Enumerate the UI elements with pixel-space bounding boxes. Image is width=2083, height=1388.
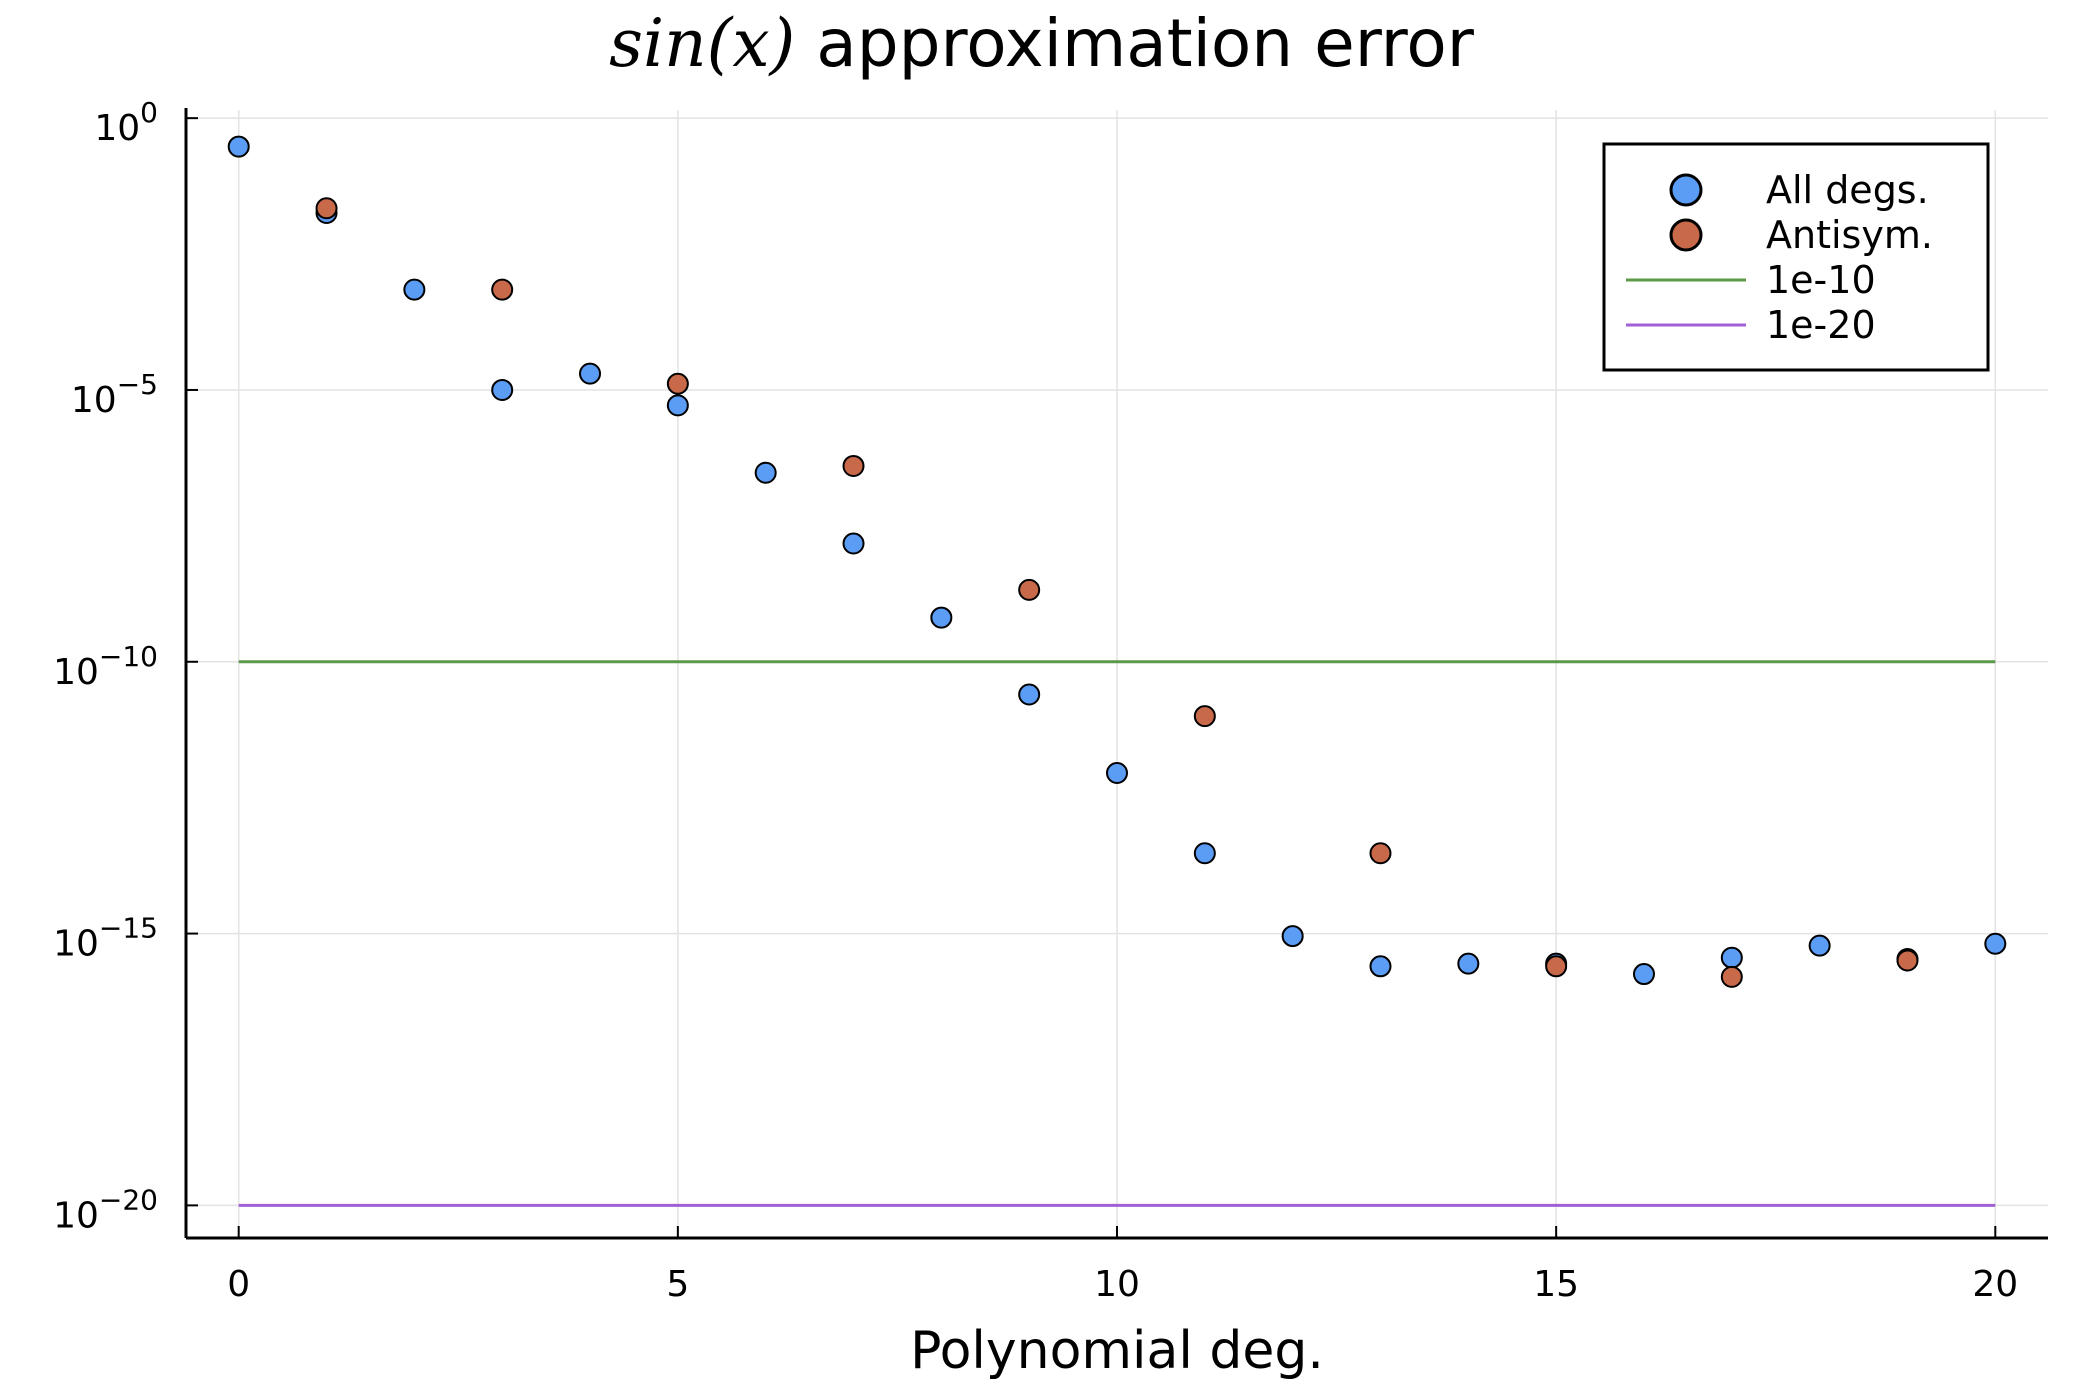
y-tick-label: 100 — [94, 96, 158, 149]
y-tick-label: 10−10 — [53, 640, 158, 693]
point-all-degs — [930, 606, 953, 629]
reference-lines — [238, 660, 1996, 1207]
x-tick-label: 0 — [227, 1264, 250, 1305]
point-all-degs — [1632, 963, 1655, 986]
legend-label-antisym: Antisym. — [1766, 213, 1933, 257]
point-all-degs — [403, 278, 426, 301]
point-all-degs — [754, 461, 777, 484]
point-antisym — [1193, 705, 1216, 728]
y-tick-label: 10−5 — [71, 368, 158, 421]
legend-marker-antisym — [1669, 218, 1703, 252]
point-antisym — [1018, 578, 1041, 601]
y-tick-label: 10−20 — [53, 1183, 158, 1236]
point-all-degs — [1106, 761, 1128, 784]
point-all-degs — [579, 362, 602, 385]
legend-marker-all-degs — [1669, 173, 1703, 207]
point-all-degs — [1984, 932, 2007, 955]
y-tick-base: 10 — [53, 924, 99, 965]
point-antisym — [1720, 965, 1743, 988]
point-all-degs — [491, 378, 514, 401]
point-all-degs — [227, 135, 250, 158]
y-tick-base: 10 — [53, 652, 99, 693]
legend-box — [1602, 142, 1990, 372]
point-all-degs — [1193, 842, 1216, 865]
y-tick-base: 10 — [71, 380, 117, 421]
point-all-degs — [1808, 934, 1831, 957]
point-antisym — [842, 454, 865, 477]
point-all-degs — [1018, 683, 1041, 706]
x-tick-label: 5 — [666, 1264, 689, 1305]
y-tick-exponent: −20 — [99, 1183, 158, 1216]
y-tick-exponent: −15 — [99, 912, 158, 945]
point-antisym — [1545, 955, 1568, 978]
point-antisym — [666, 372, 689, 395]
x-tick-label: 20 — [1972, 1264, 2018, 1305]
legend-label-all-degs: All degs. — [1766, 168, 1929, 212]
x-tick-label: 10 — [1094, 1264, 1140, 1305]
y-tick-exponent: 0 — [140, 96, 158, 129]
x-axis-label: Polynomial deg. — [910, 1321, 1324, 1381]
point-all-degs — [1281, 925, 1304, 948]
data-points — [227, 135, 2007, 988]
legend-label-1e-10: 1e-10 — [1766, 258, 1876, 302]
legend-label-1e-20: 1e-20 — [1766, 303, 1876, 347]
axes — [184, 108, 2048, 1240]
y-tick-base: 10 — [94, 108, 140, 149]
point-antisym — [315, 197, 338, 220]
chart-title-text: approximation error — [816, 5, 1474, 82]
point-antisym — [1896, 949, 1919, 972]
x-tick-label: 15 — [1533, 1264, 1579, 1305]
point-all-degs — [842, 532, 865, 555]
point-all-degs — [666, 394, 689, 417]
chart-title-math-text: sin(x) — [609, 5, 796, 82]
point-all-degs — [1369, 955, 1392, 978]
chart-title: sin(x) approximation error — [0, 5, 2083, 82]
point-antisym — [1369, 842, 1392, 865]
y-tick-exponent: −5 — [117, 368, 158, 401]
point-all-degs — [1457, 952, 1480, 975]
y-tick-label: 10−15 — [53, 912, 158, 965]
y-tick-exponent: −10 — [99, 640, 158, 673]
point-all-degs — [1720, 946, 1743, 969]
y-tick-base: 10 — [53, 1195, 99, 1236]
chart-title-math: sin(x) — [609, 5, 795, 82]
point-antisym — [491, 278, 514, 301]
